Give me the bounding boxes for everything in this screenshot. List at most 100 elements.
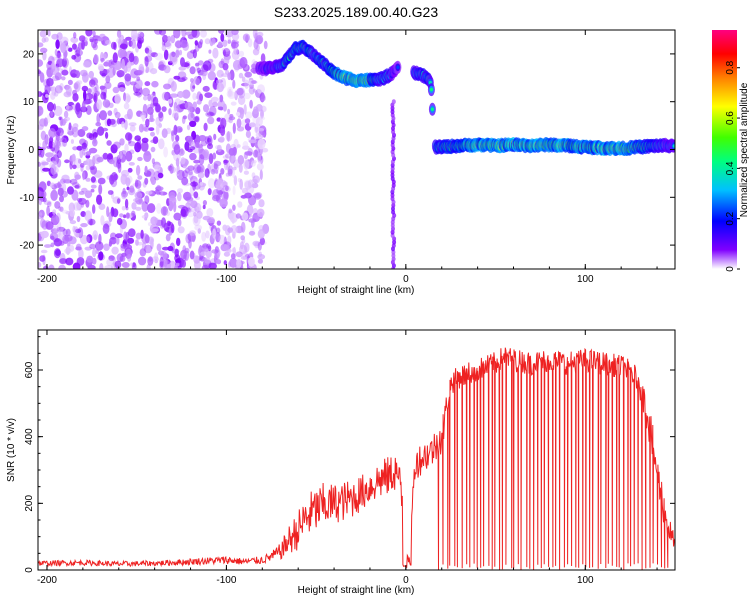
noise-blob [82,71,87,78]
noise-blob [180,249,188,260]
noise-blob [176,237,181,247]
noise-blob [140,110,146,116]
noise-blob [256,162,264,171]
noise-blob [96,194,103,205]
noise-blob [192,85,196,89]
noise-blob [227,235,232,246]
colorbar-tick-label: 0 [725,266,736,272]
x-tick-label: -200 [37,274,57,285]
noise-blob [143,244,153,254]
noise-blob [114,260,122,269]
noise-blob [154,52,163,61]
noise-blob [197,228,201,234]
noise-blob [110,41,117,50]
noise-blob [199,181,203,186]
noise-blob [101,127,109,132]
noise-blob [56,150,62,159]
noise-blob [150,52,158,58]
noise-blob [248,86,255,95]
noise-blob [243,151,248,160]
noise-blob [80,211,86,217]
noise-blob [252,30,258,39]
noise-blob [98,251,104,261]
noise-blob [247,38,253,48]
noise-blob [177,226,185,234]
noise-blob [46,205,50,216]
noise-blob [136,138,142,149]
noise-blob [248,256,255,267]
noise-blob [69,245,75,252]
noise-blob [202,204,206,210]
noise-blob [157,172,164,179]
noise-blob [170,81,177,92]
noise-blob [112,156,120,168]
noise-blob [59,206,64,212]
noise-blob [199,39,204,45]
noise-blob [76,47,80,58]
noise-blob [248,139,257,144]
noise-blob [251,172,256,179]
noise-blob [38,70,42,74]
noise-blob [155,104,162,113]
noise-blob [189,146,196,151]
noise-blob [220,73,230,78]
noise-blob [238,163,243,173]
noise-blob [58,264,66,269]
noise-blob [201,264,209,269]
noise-blob [192,49,197,59]
noise-blob [90,184,97,189]
noise-blob [207,137,212,143]
noise-blob [211,38,216,45]
noise-blob [242,250,248,260]
noise-blob [210,168,216,175]
noise-blob [70,73,77,78]
noise-blob [67,242,71,247]
noise-blob [132,33,140,38]
noise-blob [50,242,55,248]
noise-blob [162,246,170,251]
noise-blob [181,30,187,38]
noise-blob [120,243,127,249]
noise-blob [225,131,233,142]
noise-blob [224,225,231,236]
noise-blob [190,78,194,83]
noise-blob [112,52,118,63]
noise-blob [160,206,169,216]
noise-blob [59,83,64,91]
noise-blob [193,215,199,224]
noise-blob [191,30,198,38]
noise-blob [194,40,198,46]
noise-blob [72,164,77,170]
noise-blob [135,69,144,74]
noise-blob [85,105,92,115]
noise-blob [189,230,196,237]
colorbar-label: Normalized spectral amplitude [739,82,750,217]
noise-blob [202,72,207,81]
noise-blob [53,183,62,189]
noise-blob [101,39,105,45]
noise-blob [238,50,245,58]
noise-blob [137,175,143,180]
noise-blob [108,240,112,247]
noise-blob [62,118,68,124]
noise-blob [229,212,238,223]
noise-blob [105,131,109,139]
noise-blob [121,193,127,200]
noise-blob [241,76,246,83]
noise-blob [45,93,49,98]
noise-blob [161,106,167,112]
noise-blob [190,181,198,187]
noise-blob [75,228,82,234]
noise-blob [92,204,96,214]
noise-blob [232,247,236,253]
noise-blob [198,135,207,142]
noise-blob [164,91,171,101]
noise-blob [137,156,143,162]
noise-blob [121,121,125,128]
noise-blob [168,195,177,207]
noise-blob [98,203,106,210]
noise-blob [101,72,106,78]
noise-blob [128,228,136,238]
noise-blob [67,101,75,106]
noise-blob [75,232,80,238]
